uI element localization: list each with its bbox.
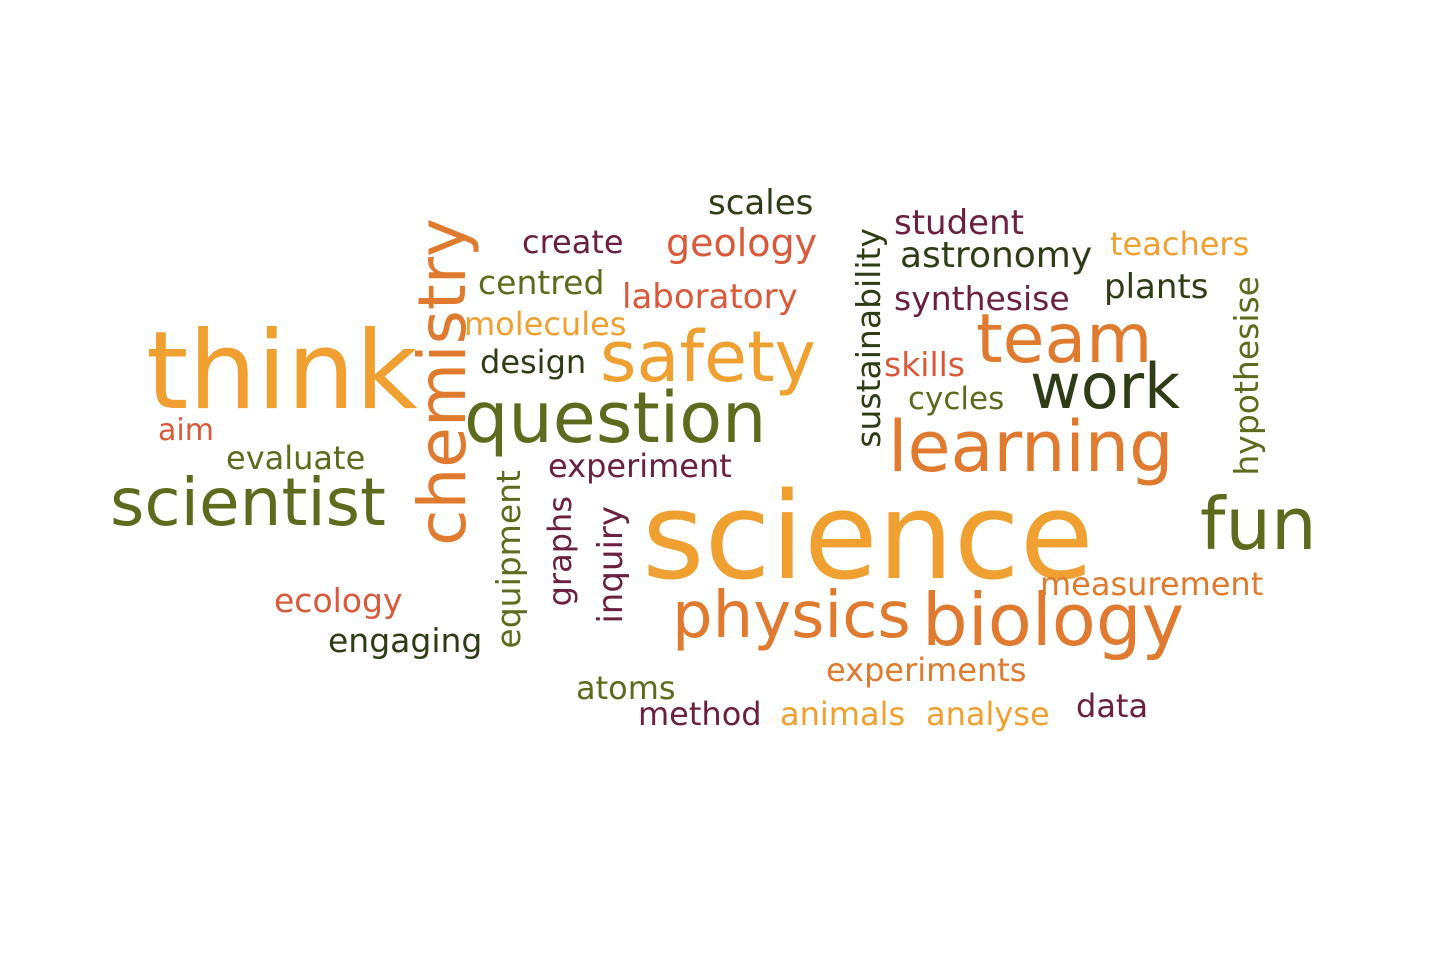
word-graphs: graphs	[541, 496, 579, 607]
word-data: data	[1076, 687, 1149, 725]
word-cycles: cycles	[908, 381, 1005, 417]
word-scales: scales	[708, 183, 814, 223]
word-learning: learning	[888, 406, 1174, 488]
word-synthesise: synthesise	[894, 279, 1070, 318]
word-experiment: experiment	[548, 447, 732, 485]
word-inquiry: inquiry	[591, 506, 631, 624]
word-aim: aim	[158, 413, 214, 448]
word-experiments: experiments	[826, 651, 1027, 689]
word-animals: animals	[780, 695, 906, 733]
word-physics: physics	[672, 579, 911, 653]
word-equipment: equipment	[489, 470, 528, 649]
word-create: create	[522, 223, 624, 261]
word-hypothesise: hypothesise	[1227, 276, 1266, 476]
word-sustainability: sustainability	[849, 228, 888, 448]
word-ecology: ecology	[274, 581, 403, 620]
word-laboratory: laboratory	[622, 277, 798, 317]
word-think: think	[146, 309, 418, 434]
word-science: science	[642, 468, 1094, 607]
word-teachers: teachers	[1110, 225, 1250, 263]
word-astronomy: astronomy	[900, 235, 1093, 276]
word-safety: safety	[600, 316, 816, 398]
word-analyse: analyse	[926, 695, 1050, 733]
word-method: method	[638, 695, 762, 733]
word-work: work	[1030, 350, 1181, 423]
word-fun: fun	[1200, 482, 1317, 566]
word-question: question	[464, 377, 767, 459]
word-student: student	[894, 203, 1024, 243]
word-plants: plants	[1104, 267, 1209, 307]
word-centred: centred	[478, 263, 605, 302]
word-evaluate: evaluate	[226, 439, 366, 477]
word-skills: skills	[884, 345, 966, 384]
word-biology: biology	[922, 578, 1185, 662]
word-scientist: scientist	[110, 464, 386, 541]
word-design: design	[480, 343, 587, 381]
word-team: team	[976, 300, 1153, 379]
word-geology: geology	[666, 221, 818, 265]
word-molecules: molecules	[464, 305, 627, 343]
word-measurement: measurement	[1040, 565, 1264, 603]
word-atoms: atoms	[576, 669, 676, 707]
word-engaging: engaging	[328, 621, 483, 660]
